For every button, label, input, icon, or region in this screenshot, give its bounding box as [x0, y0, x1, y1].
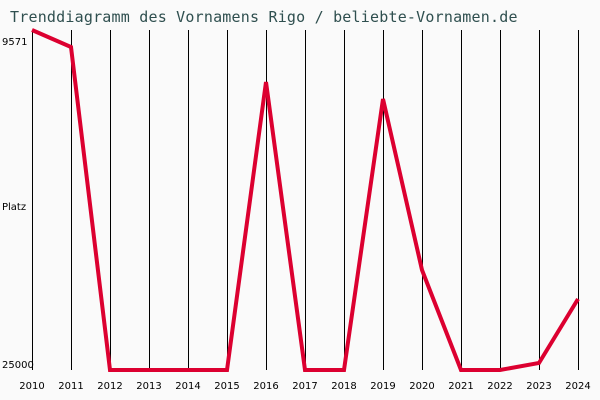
- chart-title: Trenddiagramm des Vornamens Rigo / belie…: [10, 8, 518, 26]
- y-axis-bottom-label: 25000: [2, 360, 34, 371]
- x-tick-label: 2018: [331, 381, 357, 392]
- y-axis-top-label: 9571: [2, 37, 28, 48]
- x-tick-label: 2013: [136, 381, 162, 392]
- x-tick-label: 2012: [97, 381, 123, 392]
- x-tick-label: 2021: [448, 381, 474, 392]
- vertical-gridlines: [32, 30, 579, 370]
- x-tick-label: 2016: [253, 381, 279, 392]
- x-tick-label: 2010: [19, 381, 45, 392]
- x-tick-label: 2019: [370, 381, 396, 392]
- x-tick-label: 2017: [292, 381, 318, 392]
- x-tick-label: 2020: [409, 381, 435, 392]
- x-tick-label: 2011: [58, 381, 84, 392]
- y-axis-title: Platz: [2, 202, 27, 213]
- x-tick-label: 2015: [214, 381, 240, 392]
- x-tick-label: 2024: [565, 381, 591, 392]
- x-tick-label: 2022: [487, 381, 513, 392]
- x-tick-label: 2014: [175, 381, 201, 392]
- trend-line: [31, 28, 580, 372]
- x-tick-label: 2023: [526, 381, 552, 392]
